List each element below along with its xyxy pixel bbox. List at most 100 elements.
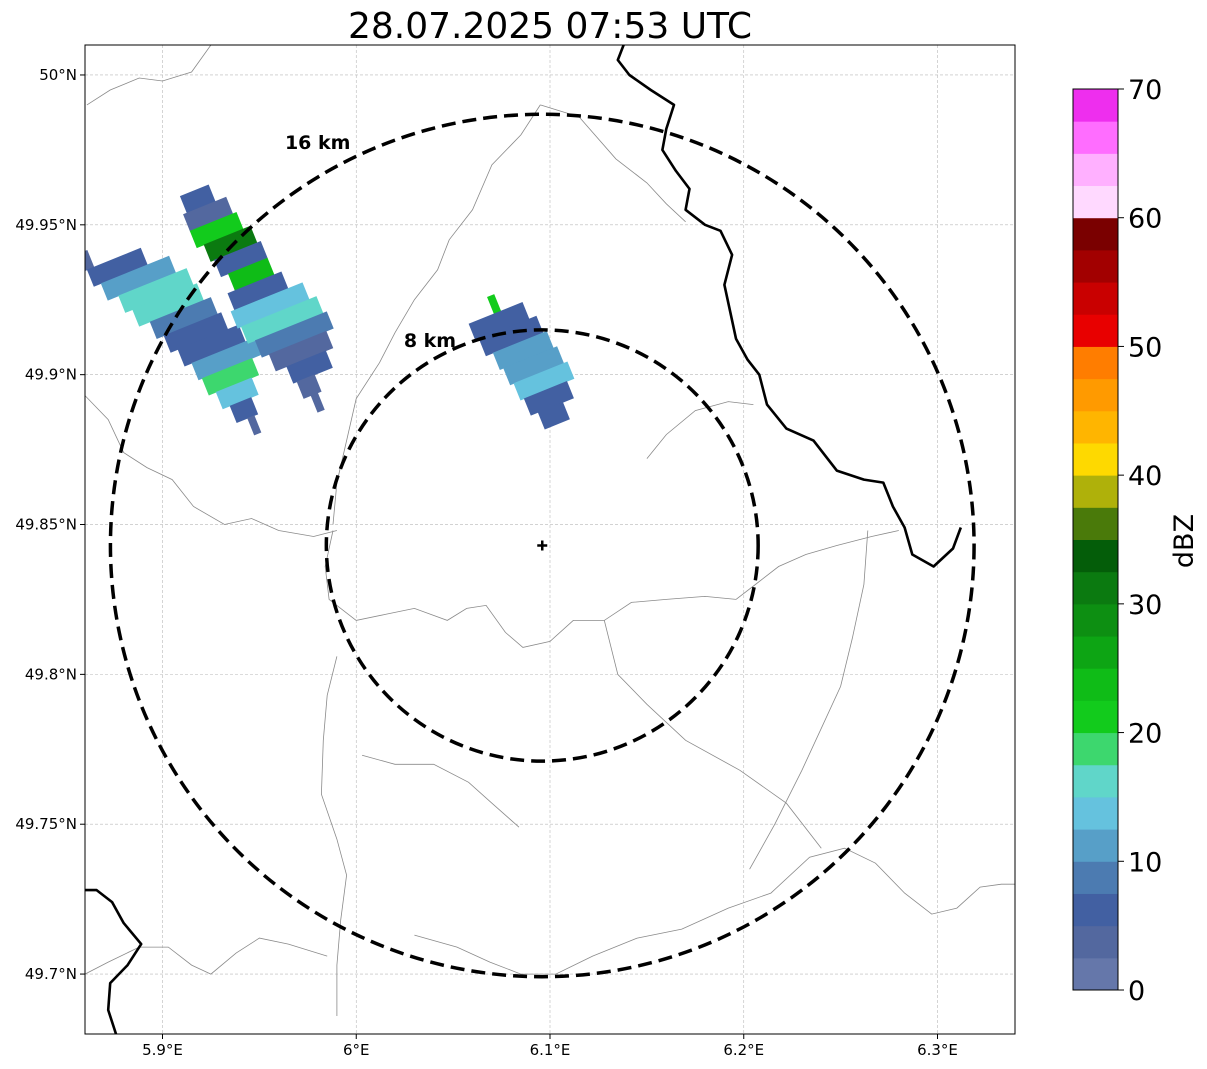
northwest-cell-a xyxy=(85,247,264,436)
colorbar-swatch xyxy=(1073,861,1118,894)
x-tick-label: 6.3°E xyxy=(917,1041,958,1059)
echo-bin xyxy=(503,346,565,386)
y-tick-label: 49.95°N xyxy=(15,216,77,234)
colorbar-swatch xyxy=(1073,829,1118,862)
echo-bin xyxy=(191,336,264,381)
colorbar-swatch xyxy=(1073,346,1118,380)
echo-bin xyxy=(310,392,325,413)
echo-bin xyxy=(230,282,310,329)
echo-bin xyxy=(254,311,334,358)
northwest-cell-b xyxy=(179,184,334,413)
colorbar-swatch xyxy=(1073,378,1118,412)
colorbar-label: dBZ xyxy=(1169,514,1200,568)
colorbar-swatch xyxy=(1073,410,1118,444)
luxembourg-germany-border xyxy=(616,45,963,568)
echo-bin xyxy=(537,402,570,430)
echo-bin xyxy=(468,302,530,342)
echo-bin xyxy=(183,196,234,232)
colorbar-swatch xyxy=(1073,314,1118,347)
echo-bin xyxy=(132,283,204,327)
river-central-south xyxy=(603,620,822,849)
y-tick-label: 49.85°N xyxy=(15,516,77,534)
echo-bin xyxy=(179,184,216,214)
colorbar-swatch xyxy=(1073,603,1118,637)
colorbar-swatch xyxy=(1073,764,1118,798)
colorbar-tick-label: 30 xyxy=(1128,590,1162,621)
y-tick-label: 49.8°N xyxy=(25,665,77,683)
river-east-valley xyxy=(646,401,754,459)
colorbar-swatch xyxy=(1073,153,1118,187)
colorbar-tick-label: 40 xyxy=(1128,461,1162,492)
radar-site-marker xyxy=(537,540,548,551)
river-east-south xyxy=(749,530,869,870)
echo-bin xyxy=(296,374,322,399)
colorbar-tick-label: 70 xyxy=(1128,75,1162,106)
y-tick-label: 50°N xyxy=(39,66,77,84)
river-valley-east xyxy=(324,530,737,648)
colorbar-swatch xyxy=(1073,507,1118,540)
colorbar-swatch xyxy=(1073,249,1118,283)
x-axis-ticks: 5.9°E 6°E 6.1°E 6.2°E 6.3°E xyxy=(142,1034,958,1059)
echo-bin xyxy=(214,241,268,278)
colorbar-swatch xyxy=(1073,121,1118,154)
y-axis-ticks: 50°N 49.95°N 49.9°N 49.85°N 49.8°N 49.75°N 49.… xyxy=(15,66,85,983)
rivers-layer xyxy=(85,45,1015,1016)
echo-bin xyxy=(229,397,259,424)
river-south xyxy=(320,656,348,1016)
colorbar-swatch xyxy=(1073,475,1118,508)
colorbar-swatch xyxy=(1073,668,1118,701)
river-lower xyxy=(361,754,520,828)
colorbar-swatch xyxy=(1073,442,1118,476)
colorbar-swatch xyxy=(1073,282,1118,315)
echo-bin xyxy=(247,415,262,436)
borders-layer xyxy=(85,45,963,1034)
colorbar-tick-label: 50 xyxy=(1128,332,1162,363)
echo-bin xyxy=(286,350,333,384)
echo-bin xyxy=(268,330,334,372)
echo-bin xyxy=(201,357,260,396)
radar-echoes-layer xyxy=(85,184,575,436)
echo-bin xyxy=(478,315,544,357)
range-ring-label: 8 km xyxy=(404,330,456,352)
luxembourg-belgium-border xyxy=(85,888,143,1034)
echo-bin xyxy=(163,312,229,353)
colorbar-swatch xyxy=(1073,539,1118,573)
x-tick-label: 6.1°E xyxy=(530,1041,571,1059)
echo-bin xyxy=(227,257,275,291)
colorbar-tick-label: 60 xyxy=(1128,204,1162,235)
colorbar-swatch xyxy=(1073,925,1118,959)
echo-bin xyxy=(189,212,244,249)
river-east xyxy=(735,530,899,600)
river-north xyxy=(86,45,212,106)
echo-bin xyxy=(492,331,554,371)
echo-bin xyxy=(177,324,246,367)
echo-bin xyxy=(240,296,324,344)
x-tick-label: 5.9°E xyxy=(142,1041,183,1059)
map-title: 28.07.2025 07:53 UTC xyxy=(348,6,752,47)
echo-bin xyxy=(227,271,289,311)
x-tick-label: 6.2°E xyxy=(723,1041,764,1059)
echo-bin xyxy=(215,377,259,410)
colorbar-swatch xyxy=(1073,700,1118,734)
river-west xyxy=(85,395,337,537)
river-north-central xyxy=(332,104,541,525)
range-ring-16km xyxy=(108,112,976,979)
colorbar-tick-label: 0 xyxy=(1128,976,1145,1007)
echo-bin xyxy=(100,255,177,301)
river-southeast xyxy=(414,847,1015,975)
colorbar-swatch xyxy=(1073,185,1118,219)
colorbar-swatch xyxy=(1073,796,1118,830)
colorbar-swatch xyxy=(1073,89,1118,122)
echo-bin xyxy=(513,361,575,401)
colorbar-swatch xyxy=(1073,732,1118,766)
echo-bin xyxy=(118,268,194,313)
colorbar-tick-label: 20 xyxy=(1128,719,1162,750)
echo-bin xyxy=(487,294,502,315)
river-southwest xyxy=(85,937,328,975)
echo-bin xyxy=(149,297,218,339)
colorbar-swatch xyxy=(1073,571,1118,605)
echo-bin xyxy=(523,381,574,416)
y-tick-label: 49.9°N xyxy=(25,366,77,384)
colorbar: 0 10 20 30 40 50 60 70 dBZ xyxy=(1072,75,1200,1007)
range-ring-label: 16 km xyxy=(285,132,351,154)
